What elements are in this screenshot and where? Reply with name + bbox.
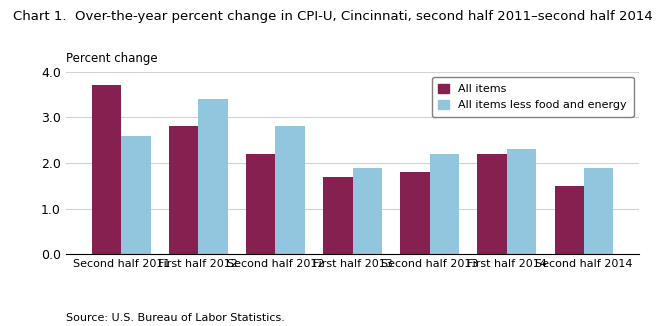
Bar: [584, 168, 613, 254]
Bar: [555, 186, 584, 254]
Text: Source: U.S. Bureau of Labor Statistics.: Source: U.S. Bureau of Labor Statistics.: [66, 313, 285, 323]
Bar: [121, 136, 150, 254]
Text: Percent change: Percent change: [66, 52, 158, 65]
Bar: [324, 177, 353, 254]
Bar: [507, 149, 536, 254]
Bar: [198, 99, 227, 254]
Text: Chart 1.  Over-the-year percent change in CPI-U, Cincinnati, second half 2011–se: Chart 1. Over-the-year percent change in…: [13, 10, 653, 23]
Bar: [430, 154, 459, 254]
Bar: [275, 126, 304, 254]
Bar: [169, 126, 198, 254]
Bar: [478, 154, 507, 254]
Bar: [353, 168, 382, 254]
Bar: [246, 154, 275, 254]
Bar: [401, 172, 430, 254]
Legend: All items, All items less food and energy: All items, All items less food and energ…: [432, 77, 634, 117]
Bar: [92, 85, 121, 254]
